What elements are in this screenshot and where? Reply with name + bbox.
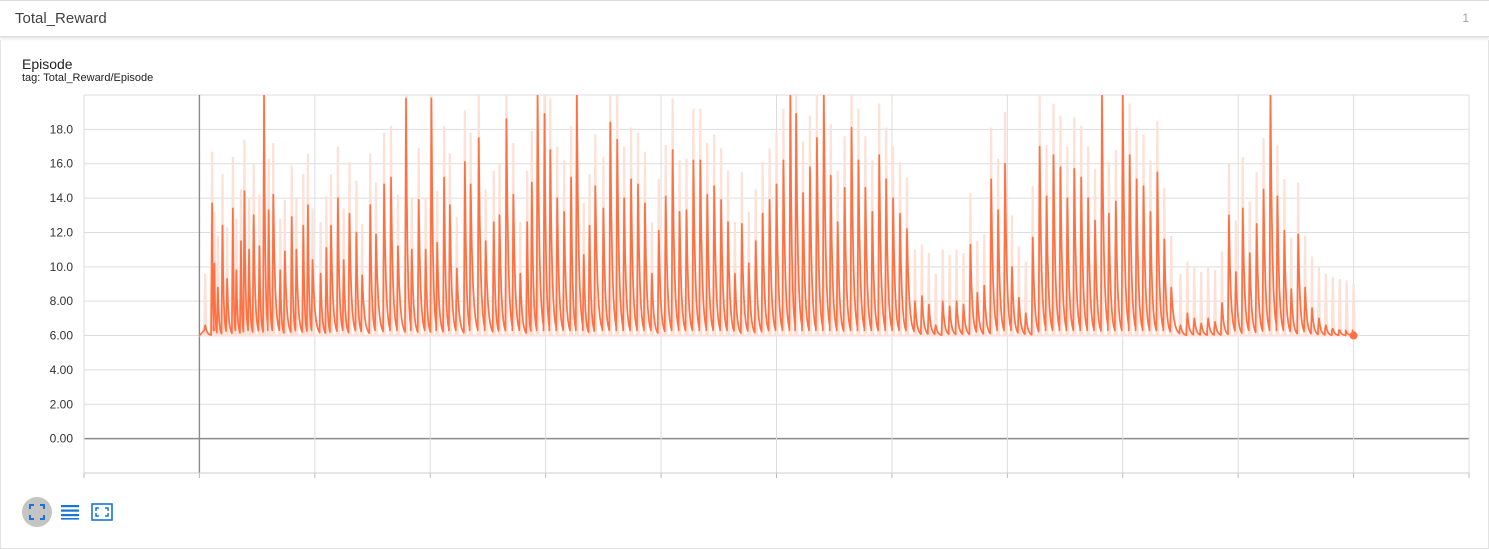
group-header[interactable]: Total_Reward 1 [0, 0, 1489, 37]
group-count: 1 [1462, 11, 1469, 25]
y-tick-label: 12.0 [50, 225, 74, 239]
line-chart[interactable]: 0.00 2.00 4.00 6.00 8.00 10.0 12.0 14.0 16.0 18.0 [1, 40, 1488, 549]
smoothed-series [198, 95, 1357, 337]
fit-to-data-icon [29, 504, 45, 520]
y-tick-label: 16.0 [50, 157, 74, 171]
y-tick-label: 14.0 [50, 191, 74, 205]
smoothed-series-line [198, 95, 1357, 337]
y-tick-label: 4.00 [50, 363, 74, 377]
group-title[interactable]: Total_Reward [15, 10, 107, 27]
expand-icon [91, 503, 113, 521]
y-tick-label: 2.00 [50, 397, 74, 411]
chart-title: Episode [22, 56, 73, 72]
chart-tag: tag: Total_Reward/Episode [22, 72, 154, 84]
expand-button[interactable] [87, 497, 117, 527]
raw-series [199, 95, 1356, 337]
chart-card: Episode tag: Total_Reward/Episode 0.00 2.… [0, 40, 1489, 549]
y-tick-label: 0.00 [50, 432, 74, 446]
last-point-marker [1349, 331, 1358, 340]
lines-icon [61, 505, 79, 520]
y-tick-label: 18.0 [50, 122, 74, 136]
fit-domain-button[interactable] [22, 497, 52, 527]
y-tick-label: 8.00 [50, 294, 74, 308]
y-tick-label: 6.00 [50, 329, 74, 343]
toggle-log-button[interactable] [55, 497, 85, 527]
raw-series-line [199, 95, 1356, 337]
y-tick-label: 10.0 [50, 260, 74, 274]
